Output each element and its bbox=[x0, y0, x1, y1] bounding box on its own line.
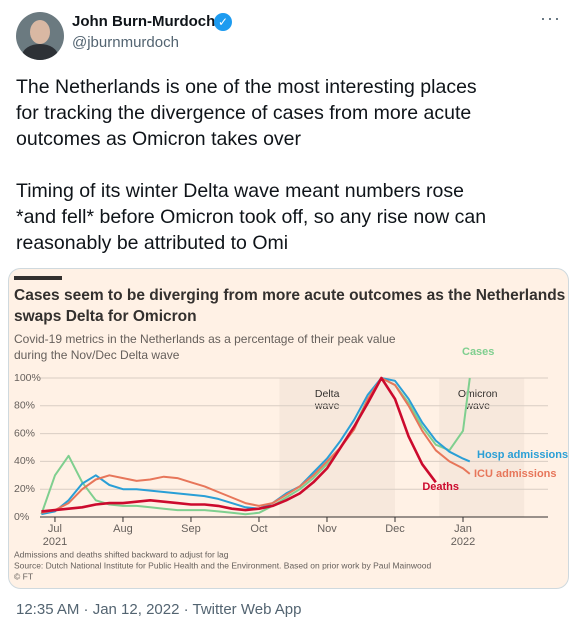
region-label: Delta bbox=[315, 388, 340, 400]
chart-note: Admissions and deaths shifted backward t… bbox=[14, 549, 229, 559]
series-line bbox=[40, 377, 471, 516]
y-tick-label: 100% bbox=[14, 372, 41, 384]
x-tick-label: Jul bbox=[48, 523, 62, 535]
ft-bar bbox=[14, 276, 62, 280]
chart-title: Cases seem to be diverging from more acu… bbox=[14, 287, 565, 304]
tweet-line: for tracking the divergence of cases fro… bbox=[16, 102, 472, 124]
tweet-line: outcomes as Omicron takes over bbox=[16, 128, 302, 150]
more-menu[interactable]: ··· bbox=[540, 8, 561, 28]
region-label: Omicron bbox=[458, 388, 498, 400]
y-tick-label: 40% bbox=[14, 455, 35, 467]
chart-subtitle: during the Nov/Dec Delta wave bbox=[14, 348, 180, 362]
avatar[interactable] bbox=[16, 12, 64, 60]
x-tick-label: Oct bbox=[250, 523, 267, 535]
tweet-line: reasonably be attributed to Omi bbox=[16, 232, 289, 254]
verified-badge: ✓ bbox=[214, 13, 232, 31]
chart-note: Source: Dutch National Institute for Pub… bbox=[14, 560, 431, 570]
x-tick-label: Dec bbox=[385, 523, 405, 535]
timestamp[interactable]: 12:35 AM · Jan 12, 2022 · Twitter Web Ap… bbox=[16, 601, 302, 618]
series-line bbox=[41, 377, 471, 514]
tweet-line: Timing of its winter Delta wave meant nu… bbox=[16, 180, 464, 202]
x-tick-label: Jan bbox=[454, 523, 472, 535]
y-tick-label: 80% bbox=[14, 400, 35, 412]
author-name[interactable]: John Burn-Murdoch bbox=[72, 13, 216, 30]
y-tick-label: 0% bbox=[14, 511, 29, 523]
chart-note: © FT bbox=[14, 571, 33, 581]
x-tick-label: Sep bbox=[181, 523, 201, 535]
y-tick-label: 60% bbox=[14, 427, 35, 439]
chart-title: swaps Delta for Omicron bbox=[14, 308, 197, 325]
series-line bbox=[41, 376, 437, 513]
x-tick-sublabel: 2021 bbox=[43, 536, 67, 548]
series-label: Hosp admissions bbox=[477, 449, 568, 461]
tweet-line: The Netherlands is one of the most inter… bbox=[16, 76, 477, 98]
series-label: ICU admissions bbox=[474, 468, 557, 480]
y-tick-label: 20% bbox=[14, 483, 35, 495]
x-tick-label: Aug bbox=[113, 523, 133, 535]
x-tick-sublabel: 2022 bbox=[451, 536, 475, 548]
chart-subtitle: Covid-19 metrics in the Netherlands as a… bbox=[14, 332, 396, 346]
shaded-region bbox=[439, 378, 525, 517]
author-handle[interactable]: @jburnmurdoch bbox=[72, 34, 179, 51]
tweet-line: *and fell* before Omicron took off, so a… bbox=[16, 206, 487, 228]
series-label: Cases bbox=[462, 346, 494, 358]
series-label: Deaths bbox=[422, 481, 459, 493]
x-tick-label: Nov bbox=[317, 523, 337, 535]
